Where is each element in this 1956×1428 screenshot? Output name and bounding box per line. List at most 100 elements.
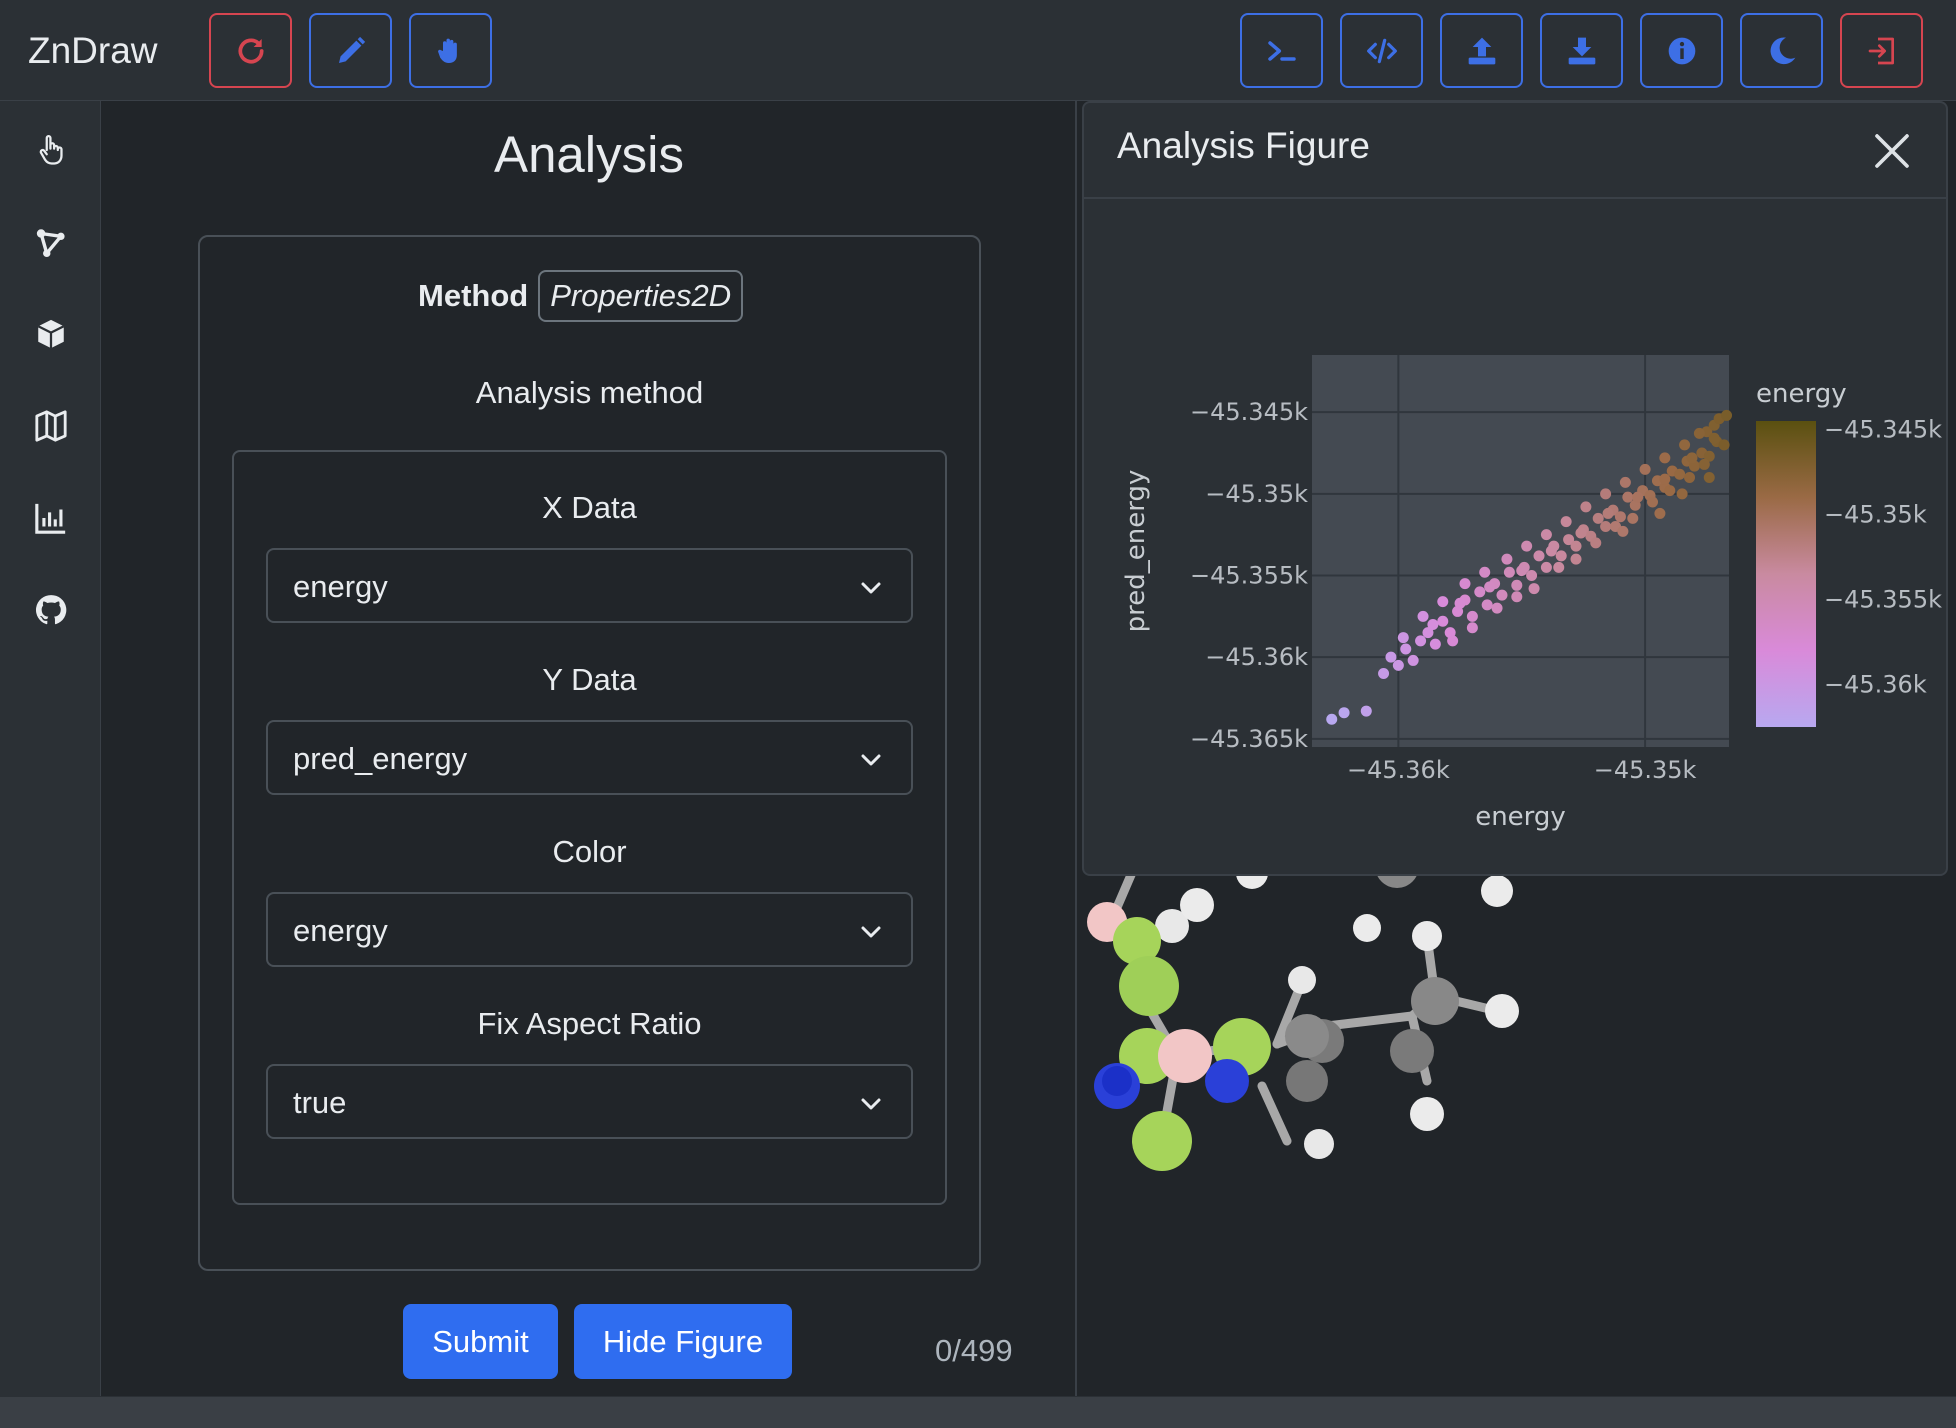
method-selector[interactable]: Properties2D (538, 270, 744, 322)
pencil-icon (338, 36, 365, 63)
y-data-value: pred_energy (293, 741, 468, 776)
aspect-ratio-select[interactable]: true (266, 1064, 913, 1139)
data-point (1466, 610, 1478, 622)
bottom-scrollbar[interactable] (0, 1396, 1956, 1428)
colorbar-tick-label: −45.35k (1824, 501, 1927, 529)
data-point (1447, 635, 1459, 647)
data-point (1698, 458, 1710, 470)
sidebar-item-analysis[interactable] (31, 498, 71, 538)
x-data-label: X Data (542, 490, 637, 525)
data-point (1429, 638, 1441, 650)
data-point (1437, 596, 1449, 608)
data-point (1602, 507, 1614, 519)
method-label: Method (418, 278, 529, 313)
cube-icon (37, 319, 65, 349)
data-point (1479, 566, 1491, 578)
data-point (1639, 463, 1651, 475)
interaction-button[interactable] (409, 13, 492, 88)
data-point (1533, 550, 1545, 562)
y-tick-label: −45.36k (1205, 643, 1308, 671)
data-point (1679, 439, 1691, 451)
download-icon (1568, 37, 1595, 64)
data-point (1592, 512, 1604, 524)
color-value: energy (293, 913, 388, 948)
scatter-chart[interactable]: −45.36k −45.35k −45.345k −45.35k −45.355k −45… (1084, 103, 1946, 874)
submit-button[interactable]: Submit (403, 1304, 558, 1379)
color-select[interactable]: energy (266, 892, 913, 967)
logout-button[interactable] (1840, 13, 1923, 88)
figure-title: Analysis Figure (1117, 125, 1370, 166)
data-point (1326, 713, 1338, 725)
data-point (1484, 581, 1496, 593)
data-point (1466, 622, 1478, 634)
data-point (1590, 537, 1602, 549)
hide-figure-button[interactable]: Hide Figure (574, 1304, 792, 1379)
map-icon (35, 410, 67, 442)
data-point (1664, 485, 1676, 497)
sidebar-item-geometry[interactable] (31, 314, 71, 354)
data-point (1454, 597, 1466, 609)
app-brand[interactable]: ZnDraw (28, 30, 158, 71)
close-icon[interactable] (1872, 131, 1912, 171)
terminal-button[interactable] (1240, 13, 1323, 88)
data-point (1654, 507, 1666, 519)
code-button[interactable] (1340, 13, 1423, 88)
sidebar-item-selection[interactable] (31, 130, 71, 170)
data-point (1674, 468, 1686, 480)
colorbar (1756, 421, 1816, 727)
data-point (1600, 521, 1612, 532)
chevron-down-icon (861, 1098, 881, 1110)
data-point (1570, 540, 1582, 552)
method-options-box (232, 450, 947, 1205)
data-point (1516, 565, 1528, 577)
data-point (1659, 452, 1671, 464)
code-icon (1366, 38, 1397, 63)
pointer-hand-icon (39, 135, 63, 165)
data-point (1427, 619, 1439, 630)
chevron-down-icon (861, 582, 881, 594)
download-button[interactable] (1540, 13, 1623, 88)
refresh-button[interactable] (209, 13, 292, 88)
sidebar-item-interaction[interactable] (31, 222, 71, 262)
chevron-down-icon (861, 926, 881, 938)
x-data-select[interactable]: energy (266, 548, 913, 623)
colorbar-tick-label: −45.355k (1824, 586, 1942, 614)
data-point (1580, 501, 1592, 513)
x-tick-label: −45.35k (1594, 756, 1697, 784)
colorbar-title: energy (1756, 379, 1847, 409)
sidebar-item-github[interactable] (31, 590, 71, 630)
data-point (1511, 579, 1523, 591)
data-point (1496, 589, 1508, 601)
upload-icon (1468, 37, 1495, 64)
data-point (1703, 450, 1715, 462)
nodes-icon (36, 229, 65, 258)
data-point (1622, 491, 1634, 503)
y-tick-label: −45.35k (1205, 480, 1308, 508)
data-point (1647, 496, 1659, 508)
molecule-viewport[interactable] (1077, 876, 1956, 1396)
draw-button[interactable] (309, 13, 392, 88)
data-point (1614, 511, 1626, 523)
info-button[interactable] (1640, 13, 1723, 88)
upload-button[interactable] (1440, 13, 1523, 88)
data-point (1407, 654, 1419, 666)
y-data-select[interactable]: pred_energy (266, 720, 913, 795)
section-title: Analysis method (475, 375, 704, 410)
y-axis-title: pred_energy (1121, 470, 1151, 633)
sidebar-item-scene[interactable] (31, 406, 71, 446)
method-row: Method Properties2D (418, 270, 744, 322)
data-point (1526, 570, 1538, 581)
data-point (1422, 627, 1434, 639)
data-point (1575, 527, 1587, 539)
data-point (1392, 659, 1404, 671)
data-point (1721, 409, 1733, 421)
github-icon (35, 595, 67, 625)
data-point (1627, 512, 1639, 524)
analysis-form (198, 235, 981, 1271)
data-point (1459, 578, 1471, 590)
data-point (1360, 705, 1372, 717)
left-sidebar (0, 101, 101, 1396)
theme-button[interactable] (1740, 13, 1823, 88)
info-icon (1668, 37, 1695, 64)
data-point (1378, 668, 1390, 679)
